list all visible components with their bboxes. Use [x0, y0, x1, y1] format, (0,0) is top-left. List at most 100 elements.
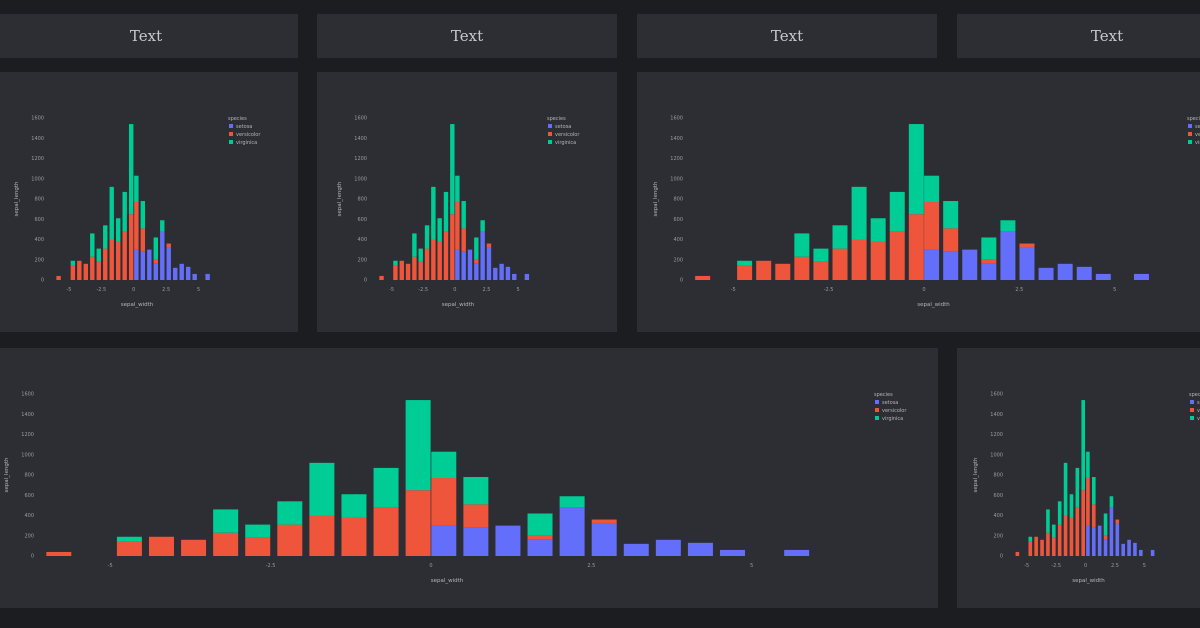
bar-versicolor [737, 265, 753, 280]
legend-title: species [547, 116, 566, 122]
chart-panel-2: 0 200 400 600 800 1000 1200 1400 1600 -5 -2.5 0 2.5 5… [317, 72, 617, 332]
bar-versicolor [412, 256, 417, 280]
bar-setosa [153, 263, 158, 280]
x-tick-label: 5 [197, 287, 200, 293]
bar-versicolor [166, 243, 171, 248]
bar-virginica [1046, 509, 1050, 533]
bar-setosa [591, 523, 617, 556]
bar-setosa [1095, 273, 1111, 280]
bar-virginica [559, 496, 585, 508]
y-tick-label: 200 [24, 533, 34, 539]
y-tick-label: 400 [34, 237, 44, 243]
legend-label-setosa: setosa [882, 400, 898, 406]
bar-versicolor [908, 214, 924, 280]
bar-setosa [962, 249, 978, 280]
x-axis-title: sepal_width [442, 302, 475, 308]
bar-versicolor [527, 535, 553, 540]
bar-versicolor [116, 241, 121, 280]
x-tick-label: -2.5 [418, 287, 428, 293]
bar-versicolor [1019, 243, 1035, 248]
bar-virginica [90, 233, 95, 257]
bar-versicolor [1063, 515, 1068, 556]
y-tick-label: 400 [993, 513, 1003, 519]
y-tick-label: 1400 [354, 136, 367, 142]
bar-virginica [373, 467, 399, 508]
bar-virginica [480, 220, 485, 232]
bar-versicolor [213, 532, 239, 556]
legend-label-setosa: setosa [555, 124, 571, 130]
y-tick-label: 400 [24, 513, 34, 519]
bar-setosa [192, 273, 197, 280]
bar-virginica [943, 201, 959, 229]
bar-virginica [405, 400, 431, 491]
bar-versicolor [309, 515, 335, 556]
y-tick-label: 800 [357, 197, 367, 203]
legend-label-setosa: setosa [1195, 124, 1200, 130]
bar-virginica [813, 248, 829, 262]
bar-setosa [1103, 539, 1108, 556]
bar-versicolor [832, 248, 848, 280]
y-tick-label: 200 [993, 533, 1003, 539]
chart-svg: 0 200 400 600 800 1000 1200 1400 1600 -5 -2.5 0 2.5 5… [337, 116, 580, 309]
y-tick-label: 0 [41, 278, 44, 284]
bar-setosa [147, 249, 152, 280]
bar-virginica [277, 501, 303, 525]
x-tick-label: -2.5 [824, 287, 834, 293]
bar-virginica [474, 237, 479, 260]
x-tick-label: -2.5 [96, 287, 106, 293]
y-tick-label: 600 [993, 493, 1003, 499]
bar-versicolor [341, 517, 367, 556]
bar-virginica [245, 524, 271, 538]
bar-setosa [140, 251, 146, 280]
y-tick-label: 1200 [670, 156, 683, 162]
bar-versicolor [775, 263, 791, 280]
y-tick-label: 1600 [21, 392, 34, 398]
bar-virginica [527, 513, 553, 536]
legend-label-virginica: virginica [1197, 416, 1200, 422]
bar-versicolor [245, 537, 271, 556]
header-card-1: Text [0, 14, 298, 58]
legend-swatch-setosa [548, 124, 552, 128]
chart-svg: 0 200 400 600 800 1000 1200 1400 1600 -5 -2.5 0 2.5 5… [653, 116, 1200, 309]
header-title: Text [1090, 27, 1124, 45]
y-tick-label: 1400 [21, 412, 34, 418]
bar-setosa [461, 251, 466, 280]
bar-setosa [463, 527, 489, 556]
bar-virginica [122, 191, 127, 232]
bar-versicolor [431, 478, 457, 526]
bar-versicolor [851, 239, 867, 280]
bar-versicolor [90, 256, 95, 280]
bar-versicolor [103, 248, 108, 280]
legend-swatch-setosa [229, 124, 233, 128]
bar-virginica [309, 462, 335, 516]
bar-setosa [455, 249, 460, 280]
bar-setosa [1121, 543, 1125, 556]
x-axis-title: sepal_width [1072, 578, 1105, 584]
bar-versicolor [109, 239, 114, 280]
bar-versicolor [889, 231, 905, 280]
chart-panel-5: 0 200 400 600 800 1000 1200 1400 1600 -5 -2.5 0 2.5 5… [957, 348, 1200, 608]
legend-swatch-versicolor [548, 132, 552, 136]
y-tick-label: 0 [680, 278, 683, 284]
bar-versicolor [450, 214, 455, 280]
bar-versicolor [373, 507, 399, 556]
bar-versicolor [924, 202, 940, 250]
x-tick-label: 2.5 [587, 563, 595, 569]
bar-virginica [1075, 467, 1080, 508]
bar-versicolor [431, 239, 436, 280]
bar-virginica [341, 494, 367, 518]
chart-svg: 0 200 400 600 800 1000 1200 1400 1600 -5 -2.5 0 2.5 5… [973, 392, 1200, 585]
bar-virginica [981, 237, 997, 260]
bar-virginica [412, 233, 417, 257]
bar-virginica [134, 175, 139, 203]
bar-virginica [431, 186, 436, 240]
bar-setosa [166, 247, 171, 280]
x-tick-label: 5 [1113, 287, 1116, 293]
bar-versicolor [1046, 532, 1050, 556]
bar-virginica [70, 260, 76, 266]
bar-versicolor [379, 275, 384, 280]
y-tick-label: 1600 [670, 116, 683, 122]
y-tick-label: 1600 [990, 392, 1003, 398]
legend-label-virginica: virginica [1195, 140, 1200, 146]
legend-swatch-versicolor [1188, 132, 1192, 136]
